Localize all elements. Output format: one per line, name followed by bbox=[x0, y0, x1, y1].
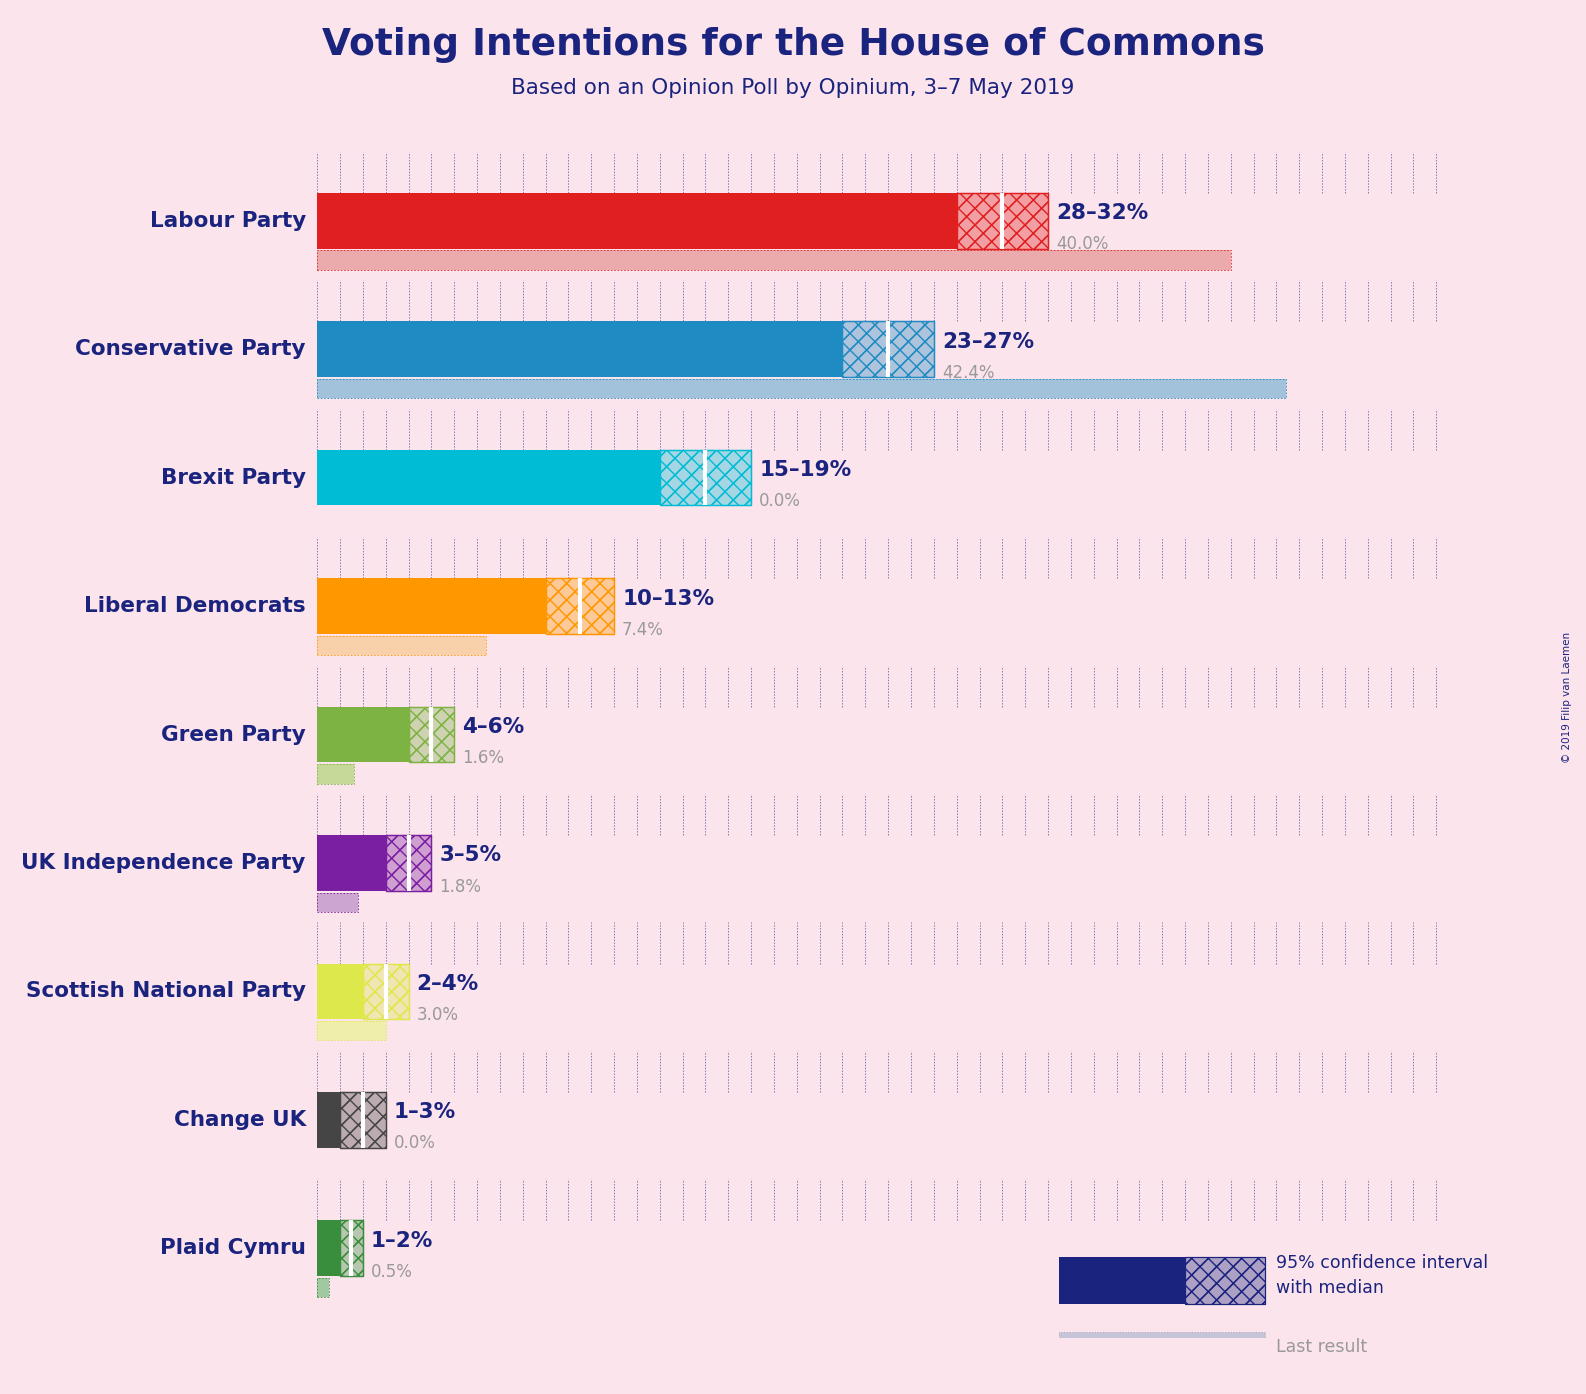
Text: Plaid Cymru: Plaid Cymru bbox=[160, 1238, 306, 1259]
Bar bbox=[660, 450, 752, 506]
Bar bbox=[1059, 1257, 1185, 1303]
Bar bbox=[317, 764, 354, 783]
Text: 1.6%: 1.6% bbox=[462, 749, 504, 767]
Bar bbox=[317, 707, 409, 763]
Bar bbox=[385, 835, 431, 891]
Text: 4–6%: 4–6% bbox=[462, 717, 525, 737]
Bar bbox=[317, 379, 1286, 399]
Bar bbox=[363, 963, 409, 1019]
Bar bbox=[363, 963, 409, 1019]
Bar bbox=[546, 579, 614, 634]
Text: 1.8%: 1.8% bbox=[439, 877, 482, 895]
Bar bbox=[317, 835, 385, 891]
Bar bbox=[317, 1221, 339, 1276]
Bar bbox=[317, 1022, 385, 1040]
Text: 3.0%: 3.0% bbox=[417, 1006, 458, 1025]
Bar bbox=[317, 892, 358, 912]
Bar bbox=[339, 1092, 385, 1147]
Bar bbox=[317, 1022, 385, 1040]
Text: Voting Intentions for the House of Commons: Voting Intentions for the House of Commo… bbox=[322, 26, 1264, 63]
Text: 15–19%: 15–19% bbox=[760, 460, 852, 480]
Text: Based on an Opinion Poll by Opinium, 3–7 May 2019: Based on an Opinion Poll by Opinium, 3–7… bbox=[511, 78, 1075, 98]
Text: UK Independence Party: UK Independence Party bbox=[21, 853, 306, 873]
Bar bbox=[317, 963, 363, 1019]
Bar bbox=[317, 322, 842, 376]
Bar bbox=[317, 379, 1286, 399]
Text: 0.0%: 0.0% bbox=[393, 1135, 436, 1153]
Text: 40.0%: 40.0% bbox=[1056, 236, 1109, 254]
Text: 23–27%: 23–27% bbox=[942, 332, 1034, 351]
Bar bbox=[317, 1092, 339, 1147]
Bar bbox=[317, 1278, 328, 1298]
Text: Brexit Party: Brexit Party bbox=[160, 467, 306, 488]
Bar bbox=[956, 192, 1048, 248]
Bar bbox=[409, 707, 454, 763]
Bar bbox=[385, 835, 431, 891]
Bar bbox=[339, 1221, 363, 1276]
Bar bbox=[317, 579, 546, 634]
Bar bbox=[546, 579, 614, 634]
Bar bbox=[385, 835, 431, 891]
Bar bbox=[409, 707, 454, 763]
Bar bbox=[317, 764, 354, 783]
Text: Labour Party: Labour Party bbox=[149, 210, 306, 230]
Text: 10–13%: 10–13% bbox=[622, 588, 714, 609]
Text: Change UK: Change UK bbox=[173, 1110, 306, 1131]
Bar bbox=[409, 707, 454, 763]
Bar bbox=[317, 192, 956, 248]
Bar bbox=[339, 1092, 385, 1147]
Text: 95% confidence interval
with median: 95% confidence interval with median bbox=[1277, 1253, 1489, 1296]
Text: 28–32%: 28–32% bbox=[1056, 204, 1148, 223]
Bar bbox=[842, 322, 934, 376]
Bar bbox=[317, 251, 1231, 269]
Text: 42.4%: 42.4% bbox=[942, 364, 994, 382]
Text: 3–5%: 3–5% bbox=[439, 846, 501, 866]
Bar bbox=[1059, 1331, 1266, 1362]
Text: 7.4%: 7.4% bbox=[622, 620, 665, 638]
Bar bbox=[317, 892, 358, 912]
Text: 0.0%: 0.0% bbox=[760, 492, 801, 510]
Bar bbox=[546, 579, 614, 634]
Text: Last result: Last result bbox=[1277, 1338, 1367, 1356]
Text: © 2019 Filip van Laemen: © 2019 Filip van Laemen bbox=[1562, 631, 1572, 763]
Text: Conservative Party: Conservative Party bbox=[75, 339, 306, 360]
Bar bbox=[317, 1278, 328, 1298]
Bar bbox=[317, 636, 487, 655]
Text: 2–4%: 2–4% bbox=[417, 974, 479, 994]
Bar bbox=[363, 963, 409, 1019]
Bar bbox=[660, 450, 752, 506]
Bar bbox=[317, 450, 660, 506]
Text: Scottish National Party: Scottish National Party bbox=[25, 981, 306, 1001]
Bar bbox=[317, 251, 1231, 269]
Text: Liberal Democrats: Liberal Democrats bbox=[84, 597, 306, 616]
Bar bbox=[956, 192, 1048, 248]
Text: 1–3%: 1–3% bbox=[393, 1103, 455, 1122]
Bar bbox=[660, 450, 752, 506]
Bar bbox=[339, 1092, 385, 1147]
Bar bbox=[956, 192, 1048, 248]
Bar bbox=[1185, 1257, 1266, 1303]
Text: Green Party: Green Party bbox=[162, 725, 306, 744]
Bar bbox=[1185, 1257, 1266, 1303]
Bar bbox=[842, 322, 934, 376]
Bar bbox=[339, 1221, 363, 1276]
Bar bbox=[339, 1221, 363, 1276]
Text: 1–2%: 1–2% bbox=[371, 1231, 433, 1250]
Bar bbox=[1185, 1257, 1266, 1303]
Text: 0.5%: 0.5% bbox=[371, 1263, 412, 1281]
Bar bbox=[317, 636, 487, 655]
Bar bbox=[842, 322, 934, 376]
